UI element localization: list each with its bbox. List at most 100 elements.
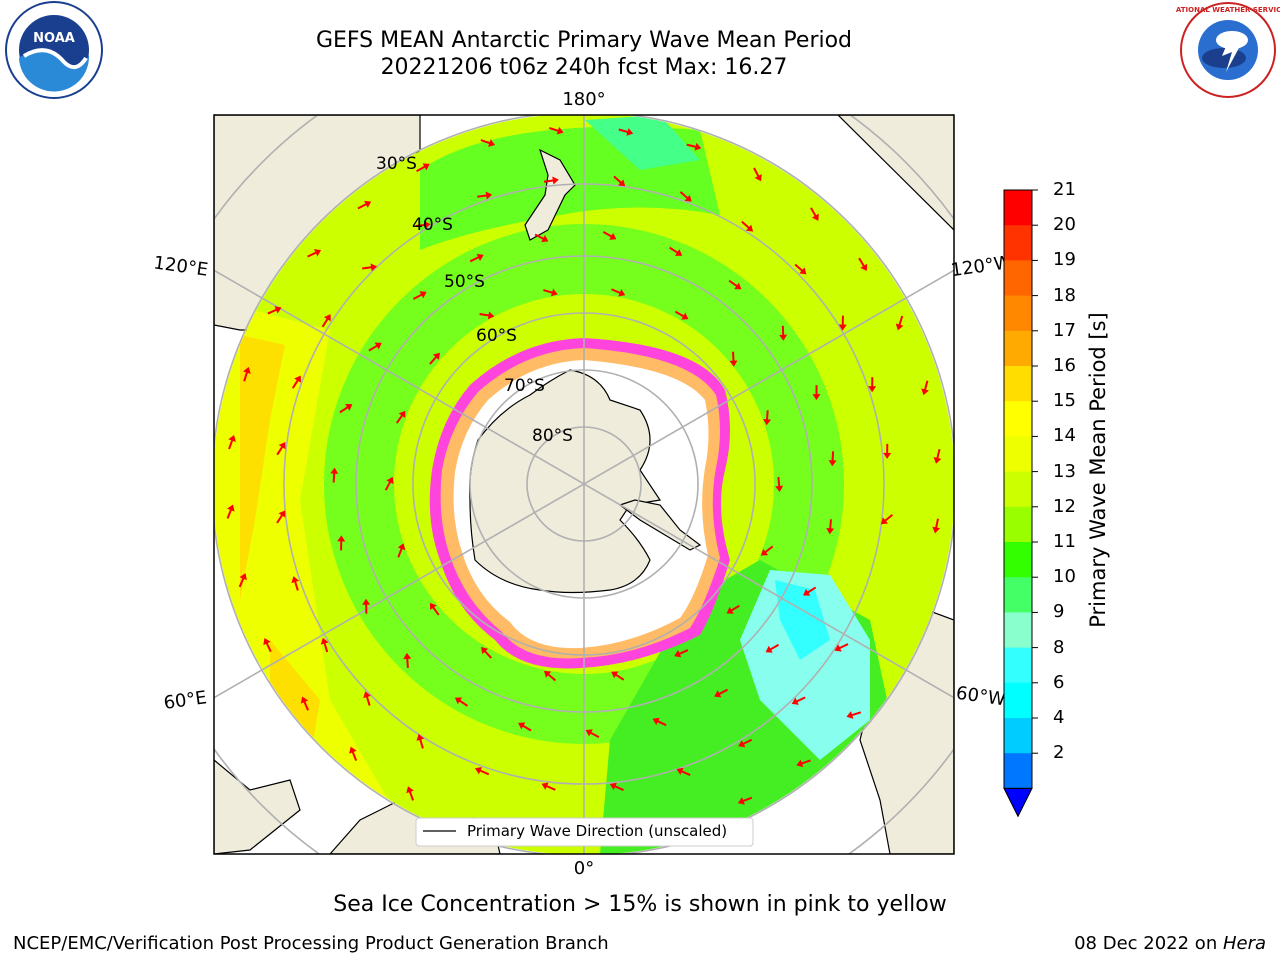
lat-label-50s: 50°S	[444, 272, 485, 292]
wave-arrow-head	[609, 782, 617, 791]
wave-arrow	[403, 652, 412, 668]
wave-arrow-head	[274, 306, 282, 314]
colorbar-frame	[1003, 189, 1033, 789]
wave-arrow-head	[811, 213, 819, 221]
colorbar-tick-label: 6	[1053, 671, 1065, 693]
colorbar-tick-label: 14	[1053, 425, 1076, 447]
wave-arrow-head	[337, 535, 346, 542]
wave-arrow	[368, 342, 382, 352]
nws-logo-text: NATIONAL WEATHER SERVICE	[1176, 6, 1280, 14]
wave-arrow-head	[652, 717, 660, 725]
wave-arrow-head	[932, 526, 941, 534]
colorbar-tick-label: 8	[1053, 636, 1065, 658]
wave-arrow	[479, 311, 495, 320]
colorbar-segment	[1004, 612, 1032, 649]
wave-arrow-head	[714, 690, 722, 698]
wave-arrow	[714, 688, 728, 698]
lat-label-40s: 40°S	[412, 215, 453, 235]
latitude-labels: 30°S 40°S 50°S 60°S 70°S 80°S	[376, 154, 573, 446]
wave-arrow-head	[681, 312, 689, 320]
wave-arrow-head	[323, 314, 331, 322]
wave-arrow-head	[481, 647, 489, 655]
wave-arrow-head	[860, 263, 868, 271]
wave-arrow	[763, 410, 772, 426]
wave-arrow	[238, 573, 247, 588]
colorbar-tick-label: 19	[1053, 249, 1076, 271]
colorbar-segment	[1004, 647, 1032, 684]
wave-arrow	[362, 263, 378, 272]
noaa-logo-text: NOAA	[33, 31, 75, 46]
wave-arrow	[726, 604, 740, 614]
wave-arrow-head	[826, 527, 835, 535]
wave-arrow	[243, 366, 251, 382]
wave-arrow-head	[868, 386, 877, 393]
wave-arrow-head	[419, 291, 427, 299]
wave-arrow	[895, 315, 904, 331]
wave-arrow	[395, 410, 406, 424]
colorbar-tick-label: 13	[1053, 460, 1076, 482]
wave-arrow	[737, 796, 753, 805]
wave-arrow	[267, 306, 282, 315]
wave-arrow	[384, 476, 394, 491]
wave-arrow-head	[618, 289, 626, 297]
wave-arrow	[846, 711, 862, 719]
colorbar-segment	[1004, 225, 1032, 261]
colorbar-segment	[1004, 577, 1032, 613]
wave-arrow	[362, 598, 371, 614]
wave-arrow	[480, 139, 496, 147]
wave-arrow	[363, 691, 371, 706]
wave-arrow-head	[552, 176, 559, 185]
wave-arrow	[349, 746, 358, 761]
wave-arrow-head	[684, 194, 692, 202]
wave-arrow-head	[611, 671, 619, 679]
period-band-teal	[585, 115, 700, 170]
wave-arrow	[611, 288, 626, 297]
colorbar	[1003, 189, 1038, 818]
colorbar-tick-label: 16	[1053, 355, 1076, 376]
wave-arrow	[932, 518, 941, 534]
wave-arrow	[674, 310, 689, 320]
colorbar-extend-triangle	[1003, 787, 1033, 818]
wave-arrow	[300, 696, 309, 711]
lat-label-60s: 60°S	[476, 326, 517, 346]
wave-arrow	[686, 142, 702, 151]
wave-arrow	[602, 230, 617, 240]
wave-arrow	[834, 643, 849, 652]
wave-arrow-head	[278, 510, 286, 518]
lon-label-180: 180°	[562, 89, 605, 110]
wave-arrow	[228, 434, 236, 450]
wave-arrow	[406, 786, 415, 801]
wave-arrow-head	[921, 388, 929, 396]
period-band-cyan	[740, 570, 870, 760]
wave-arrow	[775, 476, 784, 492]
wave-arrow-head	[895, 323, 904, 331]
wave-arrow	[791, 696, 806, 705]
wave-arrow-head	[374, 342, 382, 350]
wave-arrow	[429, 602, 440, 616]
wave-arrow	[611, 671, 625, 681]
wave-arrow	[454, 697, 468, 707]
wave-arrow-head	[227, 504, 235, 512]
wave-arrow-head	[760, 548, 769, 556]
footer-date-text: 08 Dec 2022 on	[1074, 933, 1223, 954]
wave-arrow	[337, 535, 346, 551]
wave-arrow-head	[541, 782, 549, 790]
wave-arrow	[880, 513, 894, 525]
wave-arrow	[741, 220, 754, 232]
map-subtitle: 20221206 t06z 240h fcst Max: 16.27	[380, 55, 788, 80]
wave-arrow-head	[364, 200, 372, 208]
colorbar-segment	[1004, 190, 1032, 226]
wave-arrow-head	[541, 235, 549, 243]
wave-arrow	[585, 729, 600, 738]
colorbar-segment	[1004, 436, 1032, 473]
wave-arrow	[796, 759, 811, 768]
period-band-cyan-2	[775, 580, 830, 660]
wave-arrow-head	[300, 696, 309, 704]
wave-arrow-head	[320, 637, 329, 645]
wave-arrow-head	[734, 282, 742, 290]
wave-arrow	[669, 246, 683, 256]
wave-arrow-head	[243, 366, 251, 374]
wave-arrow-head	[432, 352, 440, 360]
wave-arrow-head	[828, 460, 837, 467]
